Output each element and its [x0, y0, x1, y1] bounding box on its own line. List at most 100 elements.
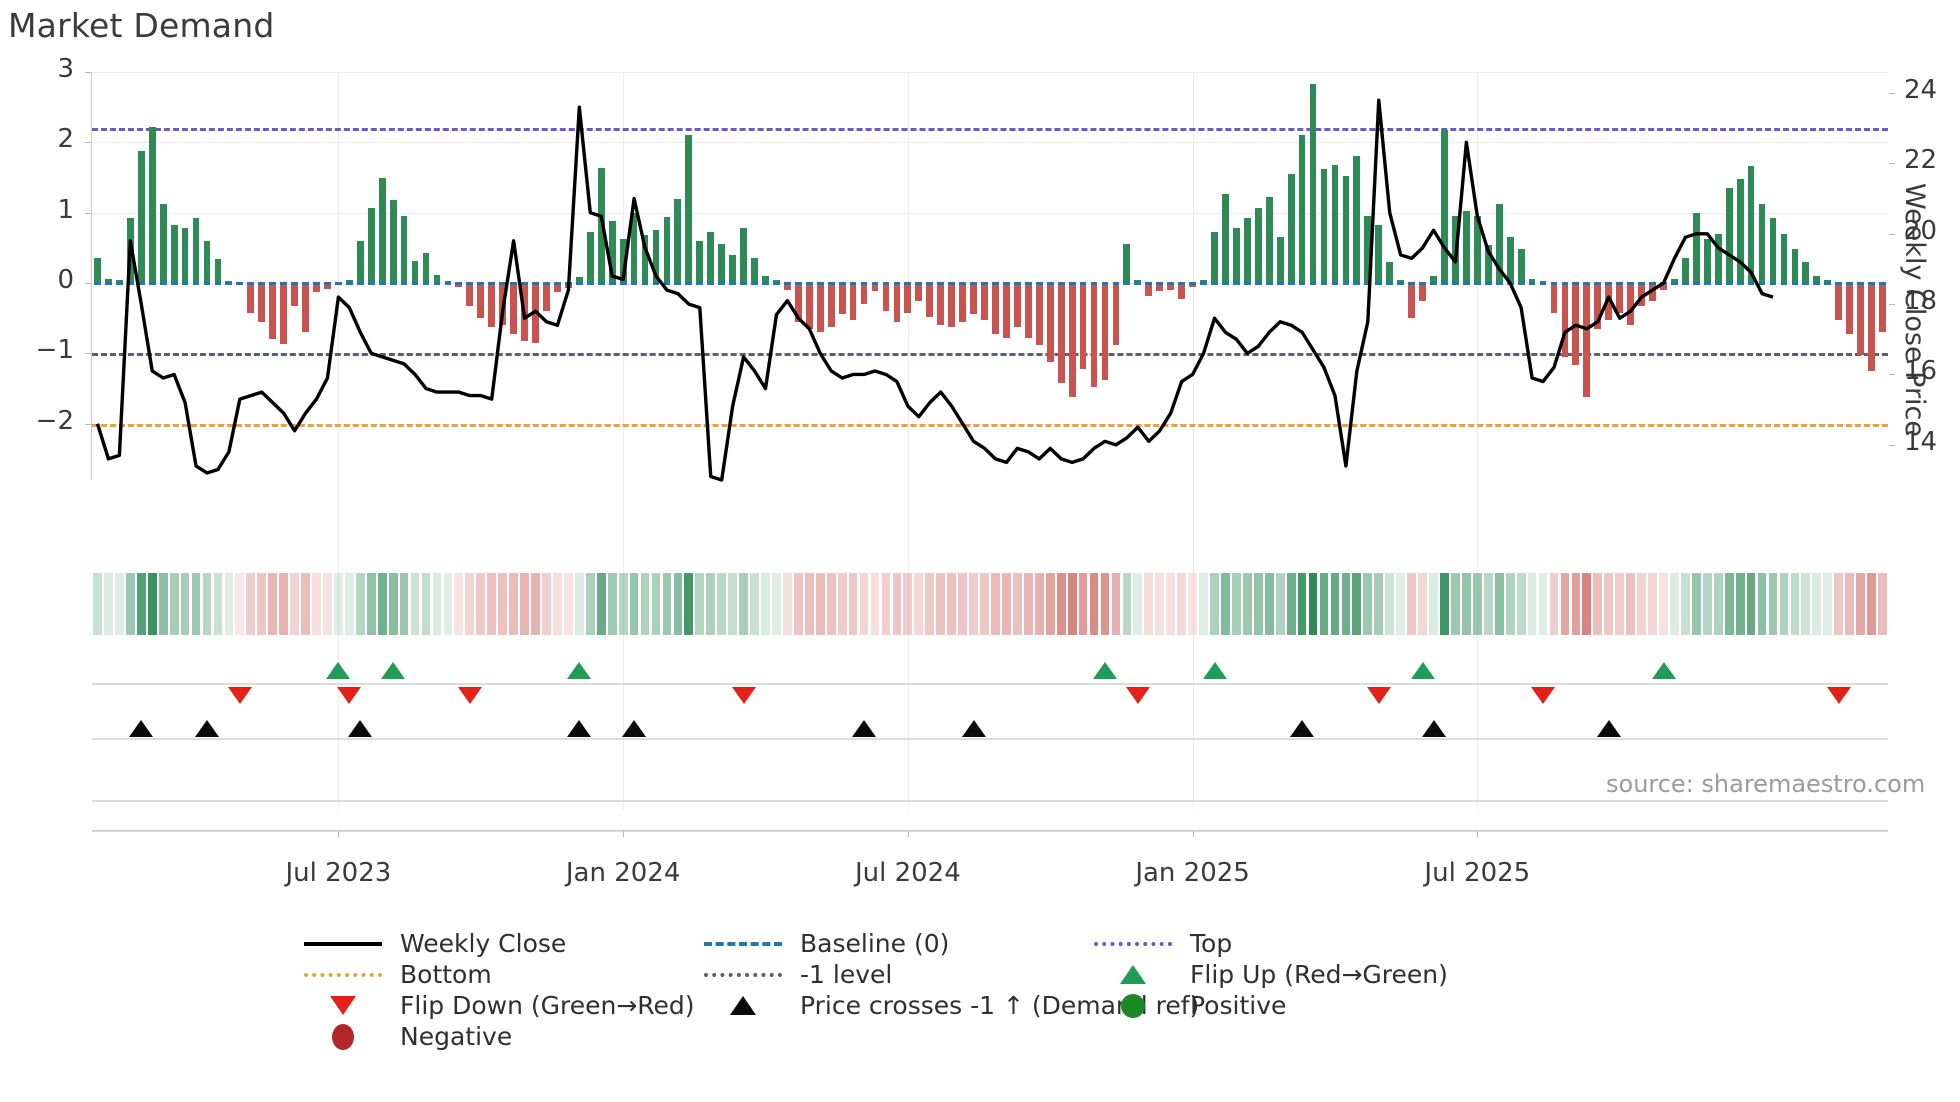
heat-cell [761, 573, 770, 635]
price-cross-marker[interactable] [622, 720, 647, 737]
flip-up-marker[interactable] [381, 662, 406, 679]
legend-item[interactable]: Positive [1090, 990, 1286, 1021]
flip-up-marker[interactable] [326, 662, 351, 679]
price-cross-marker[interactable] [852, 720, 877, 737]
baseline-segment [345, 281, 353, 285]
flip-down-marker[interactable] [731, 687, 756, 704]
demand-bar [663, 216, 671, 284]
legend-item-label: Negative [400, 1022, 513, 1051]
baseline-segment [148, 281, 156, 285]
heat-cell [1670, 573, 1679, 635]
flip-up-marker[interactable] [567, 662, 592, 679]
y-tick-mark-right-3 [1889, 304, 1895, 306]
heat-cell [925, 573, 935, 635]
baseline-segment [214, 281, 222, 285]
baseline-segment [1671, 281, 1678, 285]
price-cross-marker[interactable] [194, 720, 219, 737]
plot-inner [91, 72, 1888, 810]
legend-item[interactable]: Negative [300, 1021, 512, 1052]
heat-cell [1133, 573, 1143, 635]
baseline-segment [871, 281, 879, 285]
legend-item[interactable]: Flip Down (Green→Red) [300, 990, 695, 1021]
baseline-segment [915, 281, 923, 285]
legend-row: Weekly Close Baseline (0) Top [300, 928, 1640, 959]
demand-bar [1430, 276, 1437, 284]
heat-cell [673, 573, 683, 635]
flip-down-marker[interactable] [457, 687, 482, 704]
flip-down-marker[interactable] [337, 687, 362, 704]
baseline-segment [1835, 281, 1843, 285]
flip-down-marker[interactable] [1366, 687, 1391, 704]
demand-bar [1605, 283, 1613, 320]
price-cross-marker[interactable] [1421, 720, 1446, 737]
legend-item[interactable]: Bottom [300, 959, 492, 990]
demand-bar [543, 283, 550, 312]
price-cross-marker[interactable] [1290, 720, 1315, 737]
legend-row: Bottom -1 level Flip Up (Red→Green) [300, 959, 1640, 990]
baseline-segment [389, 281, 397, 285]
demand-bar [1660, 283, 1667, 291]
black-triangle-up-icon [700, 996, 786, 1015]
demand-bar [586, 232, 594, 284]
baseline-segment [521, 281, 528, 285]
x-tick-label-4: Jul 2025 [1424, 858, 1531, 888]
legend-item[interactable]: Flip Up (Red→Green) [1090, 959, 1448, 990]
flip-up-marker[interactable] [1410, 662, 1435, 679]
price-cross-marker[interactable] [1596, 720, 1621, 737]
demand-bar [1046, 283, 1054, 362]
y-tick-left-4: −1 [35, 335, 74, 366]
demand-bar [302, 283, 309, 333]
baseline-segment [455, 281, 463, 285]
demand-bar [1835, 283, 1843, 320]
baseline-segment [94, 281, 101, 285]
baseline-segment [1287, 281, 1295, 285]
baseline-segment [247, 281, 255, 285]
demand-bar [324, 283, 331, 290]
demand-bar [1725, 188, 1733, 284]
y-tick-mark-right-2 [1889, 233, 1895, 235]
baseline-segment [477, 281, 485, 285]
flip-down-marker[interactable] [1826, 687, 1851, 704]
legend-item[interactable]: Weekly Close [300, 928, 566, 959]
demand-bar [214, 259, 222, 284]
heat-cell [618, 573, 628, 635]
demand-bar [1473, 216, 1481, 284]
baseline-segment [1233, 281, 1240, 285]
baseline-segment [367, 281, 375, 285]
heat-cell [1177, 573, 1187, 635]
page-title: Market Demand [8, 6, 275, 45]
legend-item-label: Baseline (0) [800, 929, 950, 958]
heat-cell [1681, 573, 1690, 635]
heat-cell [1637, 573, 1646, 635]
demand-bar [1090, 283, 1098, 388]
legend-item[interactable]: Top [1090, 928, 1232, 959]
heat-cell [1626, 573, 1636, 635]
baseline-segment [1331, 281, 1339, 285]
heat-cell [1746, 573, 1756, 635]
baseline-segment [1276, 281, 1284, 285]
baseline-segment [630, 281, 638, 285]
flip-down-marker[interactable] [1125, 687, 1150, 704]
baseline-segment [400, 281, 408, 285]
flip-down-marker[interactable] [227, 687, 252, 704]
baseline-segment [444, 281, 452, 285]
price-cross-marker[interactable] [567, 720, 592, 737]
price-cross-marker[interactable] [961, 720, 986, 737]
demand-bar [674, 198, 682, 284]
price-cross-marker[interactable] [348, 720, 373, 737]
legend-item-label: Weekly Close [400, 929, 567, 958]
legend-item[interactable]: Baseline (0) [700, 928, 949, 959]
heat-cell [1461, 573, 1471, 635]
price-cross-marker[interactable] [129, 720, 154, 737]
demand-bar [718, 244, 726, 284]
gridline-x-3 [1192, 72, 1194, 810]
flip-up-marker[interactable] [1202, 662, 1227, 679]
demand-bar [1824, 279, 1832, 284]
flip-down-marker[interactable] [1531, 687, 1556, 704]
demand-bar [1638, 283, 1645, 306]
flip-up-marker[interactable] [1651, 662, 1676, 679]
flip-up-marker[interactable] [1092, 662, 1117, 679]
legend-item[interactable]: -1 level [700, 959, 892, 990]
heat-cell [563, 573, 573, 635]
